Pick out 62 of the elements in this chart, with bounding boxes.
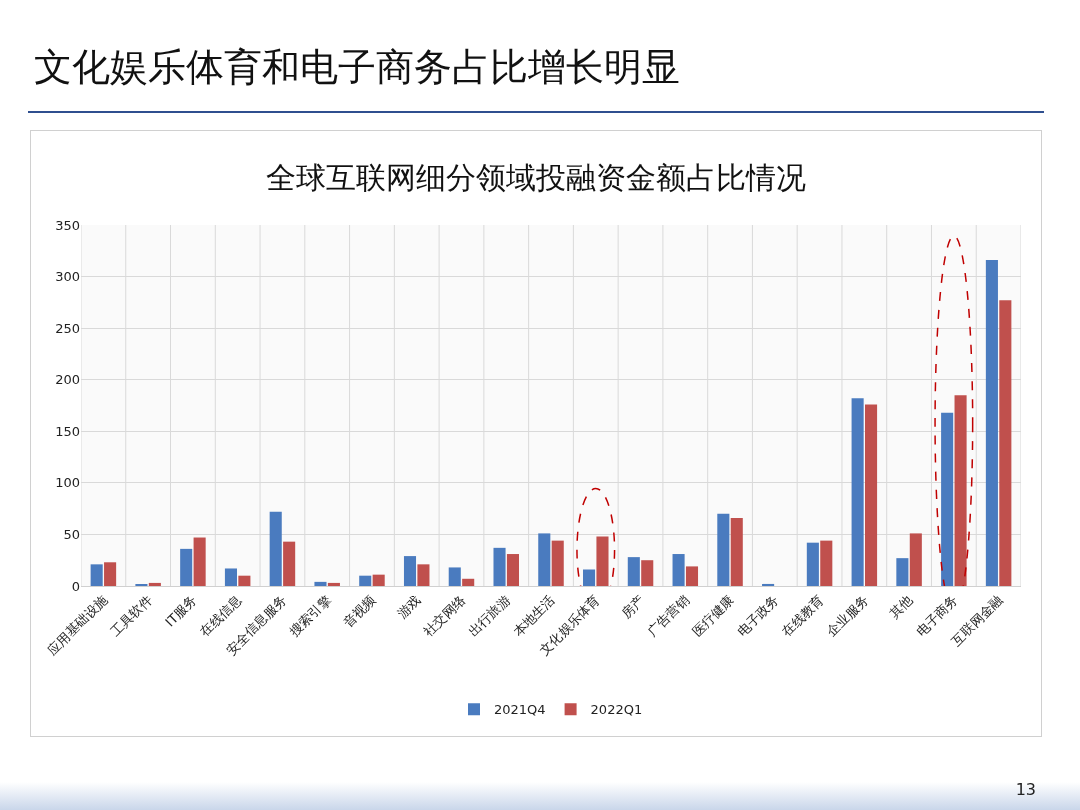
bar <box>359 575 372 586</box>
bar <box>851 398 864 586</box>
bar <box>999 300 1012 586</box>
x-tick-label: 搜索引擎 <box>286 592 334 640</box>
bar <box>269 511 282 586</box>
bar <box>672 554 685 586</box>
bar <box>90 564 103 586</box>
bar <box>148 582 161 586</box>
y-tick-label: 200 <box>55 372 80 388</box>
y-tick-label: 250 <box>55 320 80 336</box>
text: 13 <box>1015 780 1036 799</box>
bar <box>283 541 296 586</box>
x-tick-label: IT服务 <box>162 592 200 630</box>
x-tick-label: 应用基础设施 <box>44 592 111 658</box>
bar <box>641 560 654 586</box>
x-tick-label: 其他 <box>886 592 916 622</box>
x-tick-label: 医疗健康 <box>689 592 737 640</box>
bar <box>596 536 609 586</box>
chart-title: 文化娱乐体育和电子商务占比增长明显 <box>34 44 680 91</box>
bar <box>909 533 922 586</box>
bar <box>551 540 564 586</box>
chart-subtitle: 全球互联网细分领域投融资金额占比情况 <box>266 160 806 196</box>
x-tick-label: 出行旅游 <box>465 592 513 640</box>
bar <box>730 517 743 586</box>
bar <box>193 537 206 586</box>
bar <box>941 412 954 586</box>
bar <box>806 542 819 586</box>
bar <box>372 574 385 586</box>
bar <box>238 575 251 586</box>
bar <box>448 567 461 586</box>
bar <box>985 260 998 586</box>
bar <box>314 581 327 586</box>
bar <box>403 556 417 586</box>
bar <box>180 548 193 586</box>
y-tick-label: 300 <box>55 269 80 285</box>
bar <box>538 533 551 586</box>
legend-label: 2021Q4 <box>494 702 546 718</box>
y-tick-label: 0 <box>71 578 80 594</box>
bar <box>717 513 730 586</box>
x-tick-label: 游戏 <box>394 592 424 622</box>
bar <box>462 578 475 586</box>
bar <box>685 566 699 586</box>
x-tick-label: 房产 <box>618 592 648 622</box>
bar <box>627 557 640 586</box>
y-tick-label: 50 <box>63 526 80 542</box>
legend-label: 2022Q1 <box>590 702 643 718</box>
bar <box>865 404 878 586</box>
bar <box>762 583 775 586</box>
bar <box>506 554 519 586</box>
y-tick-label: 350 <box>55 217 80 233</box>
bar <box>417 564 430 586</box>
x-tick-label: 音视频 <box>340 592 379 631</box>
bar <box>820 540 833 586</box>
bar <box>583 569 596 586</box>
bar <box>327 582 340 586</box>
bar <box>104 562 117 586</box>
y-tick-label: 100 <box>55 475 80 491</box>
bar <box>493 547 506 586</box>
bar <box>896 558 909 586</box>
bar <box>224 568 237 586</box>
bar <box>954 395 967 586</box>
y-tick-label: 150 <box>55 423 80 439</box>
